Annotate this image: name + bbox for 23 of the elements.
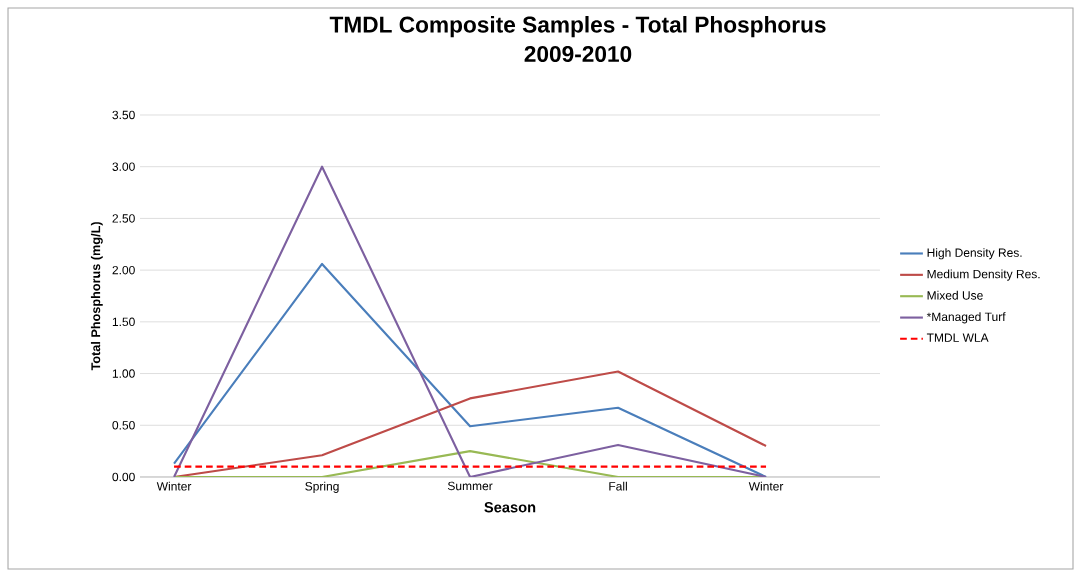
- legend-label: TMDL WLA: [926, 333, 989, 342]
- line-series: [172, 262, 768, 477]
- legend-label: *Managed Turf: [926, 312, 1006, 324]
- y-tick-label: 0.00: [112, 472, 135, 482]
- x-tick-label: Fall: [609, 481, 627, 491]
- legend-label: Medium Density Res.: [927, 269, 1040, 281]
- chart-subtitle: 2009-2010: [524, 45, 632, 62]
- y-tick-label: 2.50: [112, 214, 135, 223]
- x-tick-label: Spring: [305, 481, 339, 493]
- x-tick-label: Winter: [156, 481, 192, 491]
- x-tick-label: Winter: [748, 481, 784, 491]
- y-tick-label: 0.50: [112, 421, 135, 430]
- y-tick-label: 3.50: [112, 110, 135, 120]
- legend-label: Mixed Use: [927, 290, 983, 300]
- x-axis-title: Season: [484, 502, 536, 513]
- legend-label: High Density Res.: [927, 248, 1022, 260]
- y-tick-label: 3.00: [112, 162, 135, 171]
- chart-title: TMDL Composite Samples - Total Phosphorus: [329, 16, 826, 38]
- y-axis-title: Total Phosphorus (mg/L): [90, 222, 103, 371]
- y-tick-label: 2.00: [112, 265, 135, 275]
- y-tick-label: 1.00: [112, 369, 135, 378]
- x-tick-label: Summer: [447, 481, 493, 491]
- y-tick-label: 1.50: [112, 317, 135, 327]
